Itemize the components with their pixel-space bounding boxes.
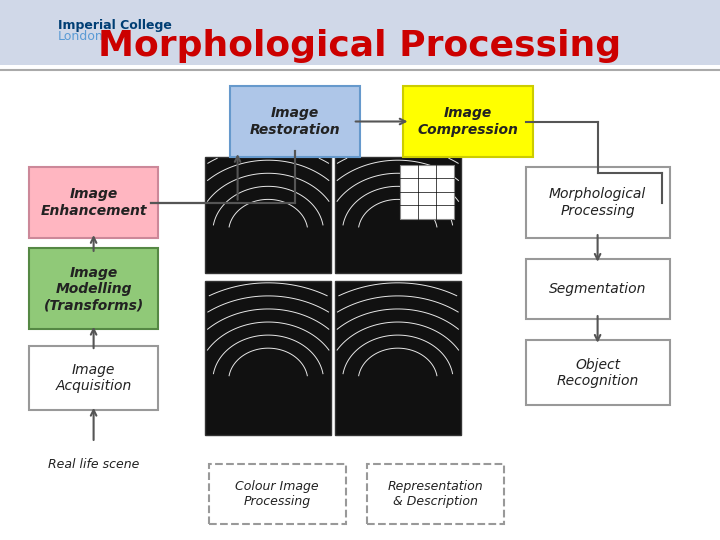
FancyBboxPatch shape xyxy=(29,248,158,329)
Text: Morphological Processing: Morphological Processing xyxy=(99,29,621,63)
Text: Image
Restoration: Image Restoration xyxy=(250,106,341,137)
FancyBboxPatch shape xyxy=(403,86,533,157)
FancyBboxPatch shape xyxy=(335,281,461,435)
FancyBboxPatch shape xyxy=(29,346,158,410)
Text: Segmentation: Segmentation xyxy=(549,282,647,296)
FancyBboxPatch shape xyxy=(335,157,461,273)
Text: Colour Image
Processing: Colour Image Processing xyxy=(235,480,319,508)
FancyBboxPatch shape xyxy=(400,165,454,219)
Text: London: London xyxy=(58,30,104,43)
FancyBboxPatch shape xyxy=(205,157,331,273)
Text: Morphological
Processing: Morphological Processing xyxy=(549,187,647,218)
FancyBboxPatch shape xyxy=(526,167,670,238)
FancyBboxPatch shape xyxy=(526,340,670,405)
Text: Object
Recognition: Object Recognition xyxy=(557,357,639,388)
FancyBboxPatch shape xyxy=(0,0,720,65)
Text: Real life scene: Real life scene xyxy=(48,458,139,471)
FancyBboxPatch shape xyxy=(526,259,670,319)
FancyBboxPatch shape xyxy=(29,167,158,238)
FancyBboxPatch shape xyxy=(367,464,504,524)
Text: Image
Acquisition: Image Acquisition xyxy=(55,363,132,393)
Text: Image
Compression: Image Compression xyxy=(418,106,518,137)
Text: Imperial College: Imperial College xyxy=(58,19,171,32)
Text: Representation
& Description: Representation & Description xyxy=(388,480,483,508)
FancyBboxPatch shape xyxy=(209,464,346,524)
Text: Image
Enhancement: Image Enhancement xyxy=(40,187,147,218)
Text: Image
Modelling
(Transforms): Image Modelling (Transforms) xyxy=(43,266,144,312)
FancyBboxPatch shape xyxy=(205,281,331,435)
FancyBboxPatch shape xyxy=(230,86,360,157)
